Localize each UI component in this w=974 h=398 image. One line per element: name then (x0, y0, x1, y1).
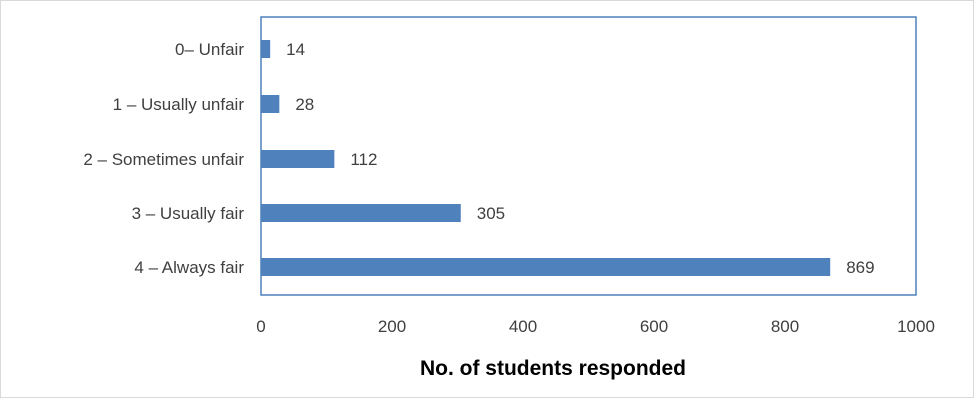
category-label: 3 – Usually fair (132, 204, 245, 223)
data-label: 112 (350, 150, 377, 169)
bar (261, 258, 830, 276)
bar (261, 204, 461, 222)
data-label: 28 (295, 95, 314, 114)
bar (261, 95, 279, 113)
bar (261, 40, 270, 58)
x-tick-label: 600 (640, 317, 668, 336)
category-label: 4 – Always fair (134, 258, 244, 277)
x-axis-title: No. of students responded (420, 357, 686, 380)
x-tick-label: 400 (509, 317, 537, 336)
x-tick-label: 200 (378, 317, 406, 336)
data-label: 305 (477, 204, 505, 223)
data-label: 14 (286, 40, 305, 59)
x-tick-label: 800 (771, 317, 799, 336)
category-label: 0– Unfair (175, 40, 244, 59)
x-tick-label: 1000 (897, 317, 935, 336)
x-tick-label: 0 (256, 317, 265, 336)
category-label: 2 – Sometimes unfair (83, 150, 244, 169)
bar (261, 150, 334, 168)
data-label: 869 (846, 258, 874, 277)
category-label: 1 – Usually unfair (113, 95, 245, 114)
